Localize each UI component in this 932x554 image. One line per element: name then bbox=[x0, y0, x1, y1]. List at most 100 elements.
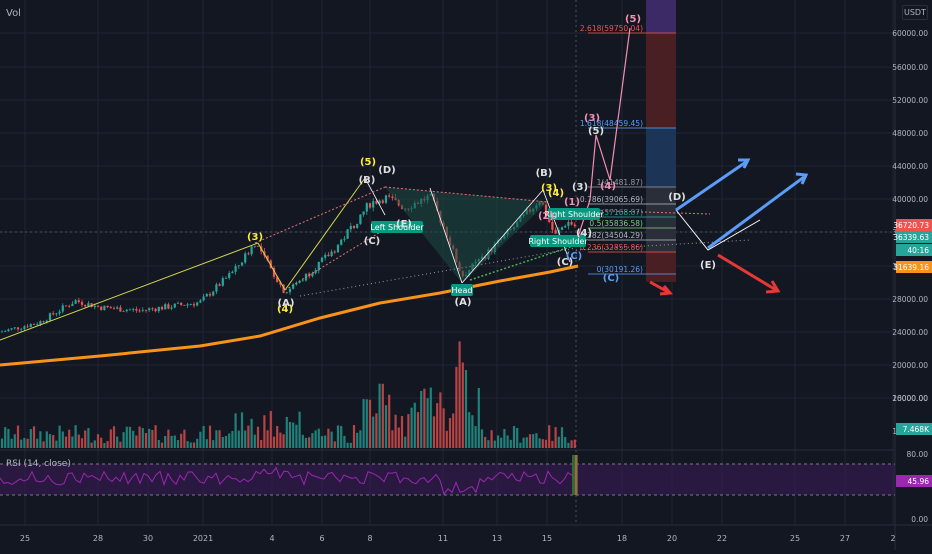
volume-bar bbox=[128, 426, 132, 448]
volume-bar bbox=[346, 442, 349, 448]
candle-body bbox=[100, 306, 103, 311]
wave-label-yellow: (3) bbox=[247, 232, 263, 243]
candle-body bbox=[64, 305, 68, 307]
volume-bar bbox=[10, 438, 13, 448]
wave-label-pink: (1) bbox=[564, 197, 580, 208]
volume-bar bbox=[276, 425, 279, 448]
volume-bar bbox=[426, 398, 429, 448]
candle-body bbox=[196, 302, 199, 306]
volume-bar bbox=[231, 431, 234, 448]
candle-body bbox=[71, 303, 74, 307]
wave-yellow-line bbox=[257, 242, 286, 291]
volume-bar bbox=[480, 429, 484, 448]
volume-bar bbox=[471, 415, 474, 448]
head-label: Head bbox=[452, 286, 473, 295]
fib-zone bbox=[646, 128, 676, 187]
volume-bar bbox=[314, 430, 317, 448]
volume-bar bbox=[125, 426, 128, 448]
volume-bar bbox=[442, 408, 445, 448]
candle-body bbox=[551, 221, 554, 230]
candle-body bbox=[151, 308, 154, 310]
volume-bar bbox=[192, 442, 196, 448]
neckline-green bbox=[469, 244, 577, 281]
candle-body bbox=[180, 302, 183, 305]
wave-label-pink: (3) bbox=[572, 182, 588, 193]
right-shoulder-label-bg bbox=[530, 235, 586, 247]
volume-bar bbox=[420, 390, 423, 448]
volume-bar bbox=[13, 434, 16, 448]
candle-body bbox=[314, 270, 317, 274]
time-tick-label: 2021 bbox=[193, 534, 213, 543]
candle-body bbox=[128, 309, 132, 311]
volume-bar bbox=[180, 433, 183, 448]
price-badge: 31639.16 bbox=[893, 263, 929, 272]
candle-body bbox=[164, 304, 167, 310]
candle-body bbox=[10, 328, 13, 330]
candle-body bbox=[167, 304, 170, 309]
candle-body bbox=[176, 302, 180, 304]
volume-bar bbox=[93, 440, 96, 448]
candle-body bbox=[346, 229, 349, 239]
candle-body bbox=[234, 266, 237, 272]
volume-bar bbox=[32, 426, 36, 448]
volume-bar bbox=[272, 436, 276, 448]
volume-bar bbox=[237, 430, 240, 448]
candle-body bbox=[144, 309, 148, 311]
price-badge-bg bbox=[896, 219, 932, 231]
candle-body bbox=[205, 294, 208, 297]
volume-bar bbox=[58, 425, 61, 448]
arrow-red-head bbox=[765, 280, 781, 294]
price-badge-bg bbox=[896, 261, 932, 273]
arrow-blue-up bbox=[707, 175, 805, 250]
volume-bar bbox=[432, 416, 436, 448]
volume-bar bbox=[368, 399, 372, 448]
left-shoulder-label-bg bbox=[371, 221, 423, 233]
moving-average-line bbox=[0, 264, 579, 367]
volume-bar bbox=[554, 427, 557, 448]
volume-bar bbox=[119, 441, 122, 448]
currency-badge[interactable]: USDT bbox=[902, 5, 928, 20]
candle-body bbox=[231, 271, 234, 274]
volume-bar bbox=[250, 418, 253, 448]
candle-body bbox=[77, 300, 80, 302]
candle-body bbox=[48, 313, 52, 321]
support-dotted bbox=[299, 247, 577, 297]
fib-level-label: 0.618(37168.87) bbox=[580, 208, 643, 217]
volume-bar bbox=[416, 412, 420, 448]
volume-bar bbox=[173, 435, 176, 448]
candle-body bbox=[362, 211, 365, 215]
candle-body bbox=[215, 284, 218, 292]
candle-body bbox=[32, 324, 36, 325]
volume-bar bbox=[400, 416, 404, 448]
volume-bar bbox=[525, 437, 528, 448]
volume-bar bbox=[397, 427, 400, 448]
volume-bar bbox=[234, 413, 237, 448]
candle-body bbox=[7, 329, 10, 332]
triangle-fill bbox=[385, 187, 548, 283]
candle-body bbox=[256, 245, 260, 247]
right-shoulder-label: Right Shoulder bbox=[528, 237, 588, 246]
volume-bar bbox=[167, 429, 170, 448]
volume-bar bbox=[7, 428, 10, 448]
volume-bar bbox=[23, 437, 26, 448]
volume-bar bbox=[148, 428, 151, 448]
wave-label-pink: (3) bbox=[584, 113, 600, 124]
time-tick-label: 13 bbox=[492, 534, 502, 543]
volume-bar bbox=[324, 435, 327, 448]
volume-bar bbox=[263, 415, 266, 448]
volume-bar bbox=[87, 428, 90, 448]
wave-label-white: (D) bbox=[668, 192, 685, 203]
candle-body bbox=[317, 261, 320, 271]
candle-body bbox=[336, 244, 340, 253]
candle-body bbox=[208, 294, 212, 296]
price-tick-label: 48000.00 bbox=[892, 129, 928, 138]
candle-body bbox=[109, 307, 112, 309]
volume-bar bbox=[365, 399, 368, 448]
candle-body bbox=[202, 296, 205, 301]
candle-body bbox=[544, 204, 548, 216]
volume-bar bbox=[96, 434, 100, 448]
volume-bar bbox=[183, 429, 186, 448]
volume-bar bbox=[516, 428, 519, 448]
